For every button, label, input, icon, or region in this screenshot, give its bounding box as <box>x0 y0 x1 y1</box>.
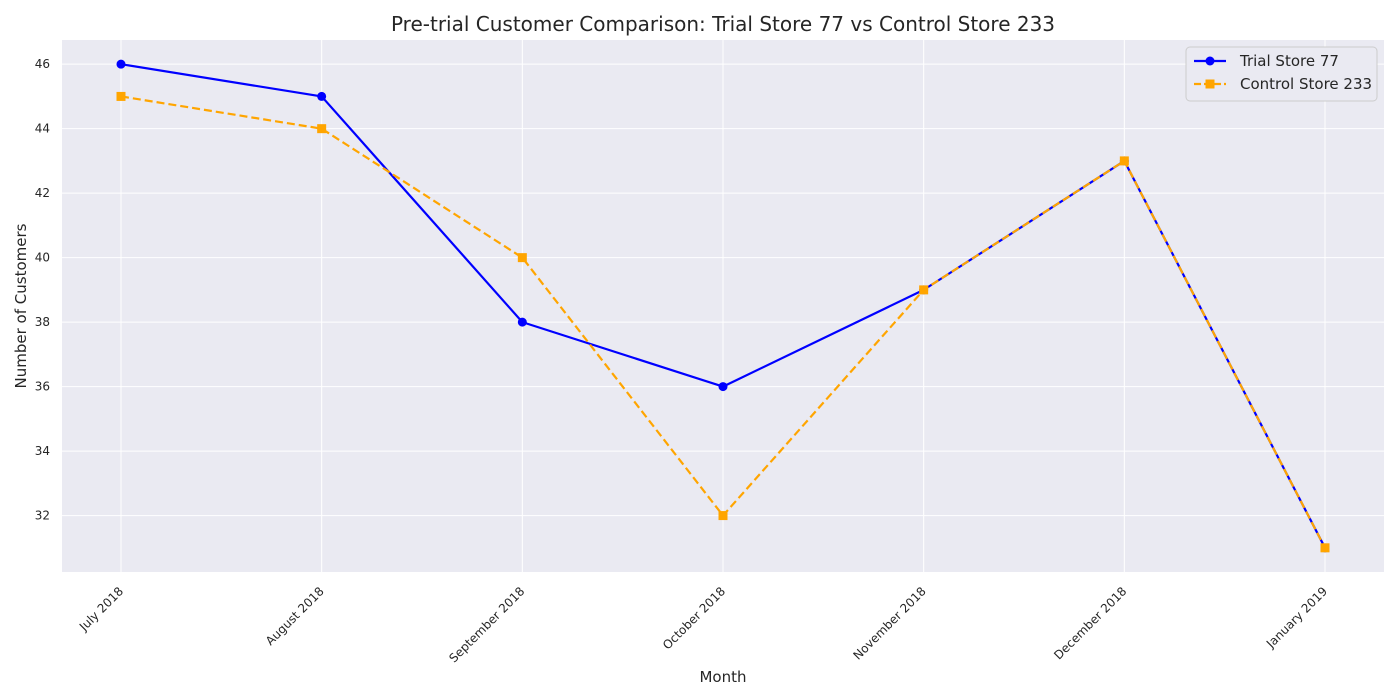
y-tick-label: 36 <box>35 380 50 394</box>
data-point-trial <box>317 91 327 101</box>
y-tick-label: 44 <box>35 122 50 136</box>
legend-label: Trial Store 77 <box>1239 52 1339 70</box>
chart-title: Pre-trial Customer Comparison: Trial Sto… <box>391 12 1055 36</box>
data-point-control <box>1320 543 1330 553</box>
x-tick-label: September 2018 <box>446 584 527 665</box>
x-tick-label: October 2018 <box>660 584 728 652</box>
data-point-control <box>317 124 327 134</box>
y-tick-label: 42 <box>35 186 50 200</box>
data-point-trial <box>517 317 527 327</box>
y-tick-label: 32 <box>35 509 50 523</box>
series-group <box>116 59 1330 553</box>
data-point-control <box>1119 156 1129 166</box>
x-tick-label: August 2018 <box>263 584 327 648</box>
data-point-control <box>718 511 728 521</box>
y-tick-label: 34 <box>35 444 50 458</box>
y-ticks: 32 34 36 38 40 42 44 46 <box>35 57 50 522</box>
x-tick-label: November 2018 <box>850 584 928 662</box>
data-point-trial <box>116 59 126 69</box>
legend-box <box>1185 46 1378 102</box>
x-tick-label: January 2019 <box>1263 584 1330 651</box>
x-ticks: July 2018 August 2018 September 2018 Octobe… <box>76 584 1330 665</box>
y-tick-label: 46 <box>35 57 50 71</box>
legend: Trial Store 77 Control Store 233 <box>1185 46 1378 102</box>
data-point-trial <box>718 382 728 392</box>
legend-marker-square <box>1205 79 1215 89</box>
y-tick-label: 40 <box>35 251 50 265</box>
data-point-control <box>919 285 929 295</box>
x-axis-label: Month <box>699 668 746 686</box>
x-tick-label: December 2018 <box>1051 584 1129 662</box>
legend-marker-circle <box>1205 56 1215 66</box>
legend-label: Control Store 233 <box>1240 75 1372 93</box>
data-point-control <box>116 91 126 101</box>
y-axis-label: Number of Customers <box>12 223 30 388</box>
y-tick-label: 38 <box>35 315 50 329</box>
data-point-control <box>517 253 527 263</box>
x-tick-label: July 2018 <box>76 584 126 634</box>
